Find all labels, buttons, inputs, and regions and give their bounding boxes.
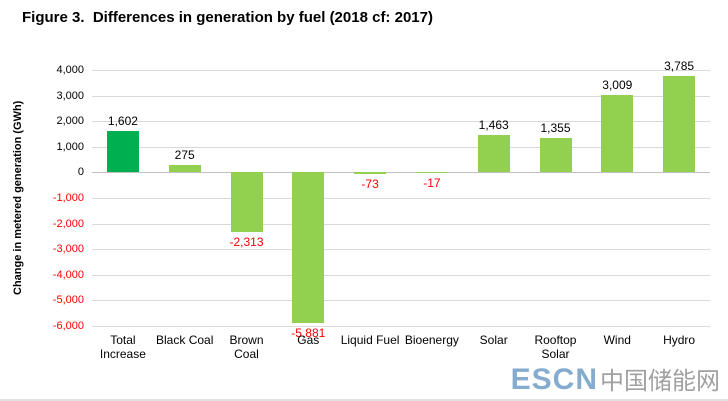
watermark-text: 中国储能网 xyxy=(600,368,720,395)
y-tick-label: -3,000 xyxy=(52,243,84,256)
y-tick-label: 0 xyxy=(77,166,84,179)
y-axis-ticks: 4,000 3,000 2,000 1,000 0 -1,000 -2,000 -3,000 -… xyxy=(30,64,88,332)
x-tick-label: Bioenergy xyxy=(404,333,459,347)
y-tick-label: -6,000 xyxy=(52,320,84,332)
value-label: 3,009 xyxy=(602,78,633,93)
gridline xyxy=(92,95,710,97)
gridline xyxy=(92,274,710,276)
value-label: -73 xyxy=(361,177,379,192)
x-tick-label: Total Increase xyxy=(99,333,146,362)
gridline xyxy=(92,198,710,199)
y-tick-label: 4,000 xyxy=(56,64,84,76)
value-label: 1,463 xyxy=(478,117,509,132)
value-label: 1,355 xyxy=(540,120,571,135)
y-tick-label: -1,000 xyxy=(52,192,84,204)
y-tick-label: -4,000 xyxy=(52,268,84,281)
bar xyxy=(230,172,263,232)
gridline xyxy=(92,146,710,148)
bar xyxy=(539,137,572,173)
bar xyxy=(292,172,325,323)
x-tick-label: Brown Coal xyxy=(229,333,264,362)
value-label: 275 xyxy=(174,148,195,163)
x-tick-label: Wind xyxy=(603,333,631,347)
y-tick-label: -5,000 xyxy=(52,294,84,307)
gridline xyxy=(92,121,710,123)
y-tick-label: 3,000 xyxy=(56,89,84,102)
bar xyxy=(601,95,634,173)
bar xyxy=(663,75,696,173)
x-tick-label: Gas xyxy=(297,333,320,347)
value-label: 1,602 xyxy=(107,114,138,129)
bar xyxy=(415,172,448,173)
x-tick-label: Rooftop Solar xyxy=(534,333,577,362)
watermark: ESCN 中国储能网 xyxy=(511,361,720,397)
gridline xyxy=(92,300,710,302)
x-tick-label: Solar xyxy=(479,333,508,347)
value-label: -2,313 xyxy=(229,234,264,249)
gridline xyxy=(92,70,710,71)
x-tick-label: Black Coal xyxy=(156,333,214,347)
bar xyxy=(477,134,510,173)
plot-area: 1,602 275 -2,313 -5,881 -73 -17 1,463 1,355 3,00… xyxy=(92,59,710,340)
y-tick-label: 1,000 xyxy=(56,140,84,153)
x-tick-label: Liquid Fuel xyxy=(340,333,400,347)
y-axis-label: Change in metered generation (GWh) xyxy=(12,100,24,296)
zero-gridline xyxy=(92,172,710,174)
bar xyxy=(106,131,139,173)
gridline xyxy=(92,326,710,327)
watermark-logo: ESCN xyxy=(510,363,598,396)
y-tick-label: 2,000 xyxy=(56,115,84,128)
x-axis-labels: Total Increase Black Coal Brown Coal Gas Liq… xyxy=(92,333,710,362)
gridline xyxy=(92,249,710,251)
bar xyxy=(354,172,387,175)
y-tick-label: -2,000 xyxy=(52,217,84,230)
value-label: -5,881 xyxy=(291,325,326,340)
value-label: -17 xyxy=(423,175,441,190)
chart-title: Figure 3. Differences in generation by f… xyxy=(22,9,433,26)
bar xyxy=(168,165,201,173)
value-label: 3,785 xyxy=(664,58,695,73)
gridline xyxy=(92,223,710,225)
x-tick-label: Hydro xyxy=(663,333,696,347)
